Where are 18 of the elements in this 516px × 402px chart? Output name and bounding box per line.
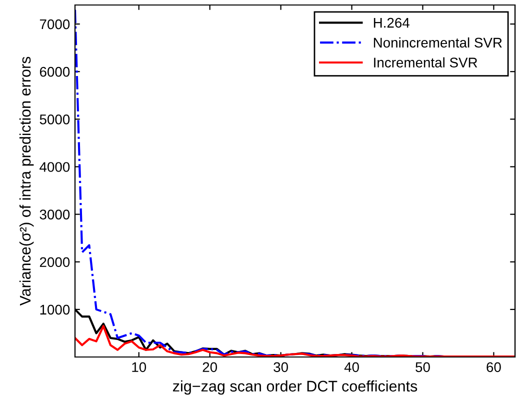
x-tick-label: 30 — [274, 362, 288, 372]
legend-label: Incremental SVR — [374, 57, 478, 68]
y-tick-label: 6000 — [40, 66, 70, 77]
x-tick-label: 40 — [344, 362, 359, 372]
y-tick-label: 7000 — [40, 19, 70, 30]
x-tick-label: 20 — [202, 362, 218, 372]
x-tick-label: 60 — [486, 362, 501, 372]
legend-label: Nonincremental SVR — [374, 37, 502, 48]
y-tick-label: 1000 — [40, 304, 70, 315]
y-tick-label: 3000 — [40, 210, 70, 220]
legend-label: H.264 — [374, 18, 410, 28]
y-tick-label: 2000 — [40, 257, 70, 268]
y-tick-label: 4000 — [40, 162, 70, 172]
x-tick-label: 50 — [416, 362, 430, 372]
x-axis-title: zig−zag scan order DCT coefficients — [172, 380, 418, 395]
x-tick-label: 10 — [132, 362, 146, 372]
y-tick-label: 5000 — [40, 114, 70, 124]
y-axis-title: Variance(σ²) of intra prediction errors — [19, 56, 34, 306]
